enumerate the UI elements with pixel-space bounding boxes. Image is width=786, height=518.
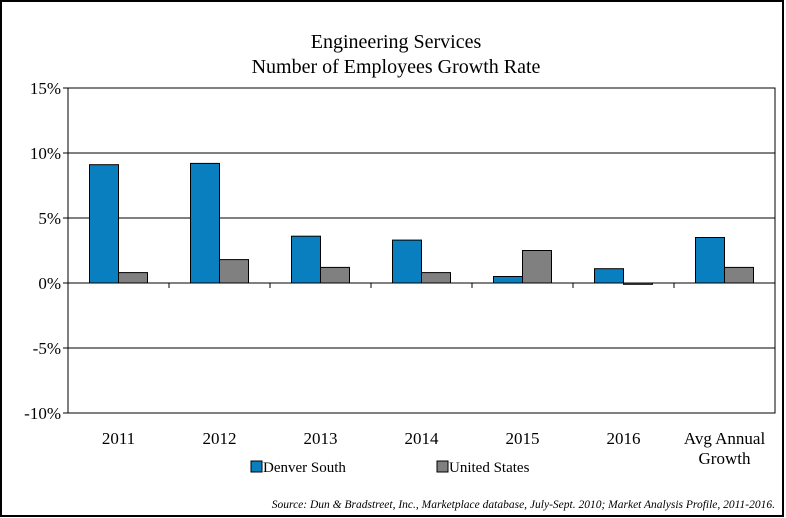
bar xyxy=(493,276,523,284)
legend-swatch xyxy=(250,460,263,473)
bar xyxy=(724,266,754,284)
x-tick-label: Growth xyxy=(699,449,751,468)
x-tick-label: 2015 xyxy=(506,429,540,448)
y-tick-label: -5% xyxy=(33,339,61,358)
bar xyxy=(320,266,350,284)
legend-label: United States xyxy=(449,460,530,476)
bar xyxy=(291,235,321,284)
chart-title: Engineering Services xyxy=(311,31,482,53)
chart-subtitle: Number of Employees Growth Rate xyxy=(252,56,541,78)
legend: Denver South United States xyxy=(250,460,530,476)
bar xyxy=(594,268,624,284)
bar xyxy=(695,237,725,284)
bar xyxy=(421,272,451,284)
x-tick-label: Avg Annual xyxy=(684,429,766,448)
legend-swatch xyxy=(436,460,449,473)
bar xyxy=(623,282,653,285)
x-tick-label: 2016 xyxy=(607,429,641,448)
bar xyxy=(89,164,119,284)
y-tick-label: 10% xyxy=(30,144,61,163)
y-tick-label: 0% xyxy=(38,274,61,293)
legend-label: Denver South xyxy=(263,460,346,476)
y-tick-label: 5% xyxy=(38,209,61,228)
bar xyxy=(522,250,552,284)
y-tick-label: -10% xyxy=(24,404,61,423)
plot-area: -10% -5% 0% 5% 10% 15% 2011 2012 2013 2014 2015 201… xyxy=(24,79,776,468)
y-tick-label: 15% xyxy=(30,79,61,98)
bar xyxy=(190,162,220,284)
source-note: Source: Dun & Bradstreet, Inc., Marketpl… xyxy=(272,499,775,511)
bar xyxy=(118,272,148,284)
x-tick-label: 2012 xyxy=(203,429,237,448)
x-tick-label: 2011 xyxy=(102,429,135,448)
bar xyxy=(392,239,422,284)
x-tick-label: 2013 xyxy=(304,429,338,448)
x-tick-label: 2014 xyxy=(405,429,440,448)
bar xyxy=(219,259,249,284)
